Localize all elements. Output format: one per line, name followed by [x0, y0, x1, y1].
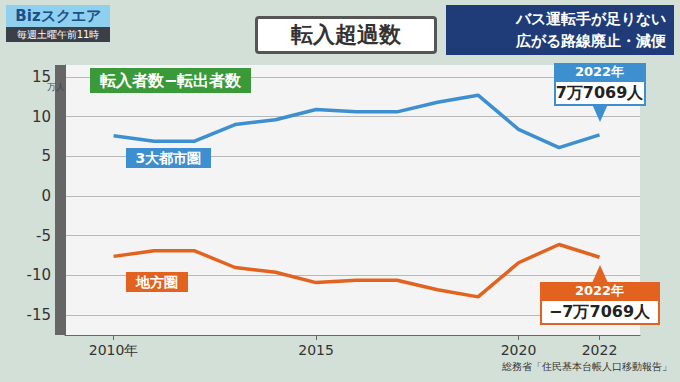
html-text:7万7069人: 7万7069人 [555, 82, 644, 102]
html-text:転入者数−転出者数: 転入者数−転出者数 [100, 71, 242, 90]
html-text:毎週土曜午前11時: 毎週土曜午前11時 [16, 29, 100, 40]
html-text:総務省「住民基本台帳人口移動報告」: 総務省「住民基本台帳人口移動報告」 [502, 361, 672, 372]
html-text:万人: 万人 [47, 82, 65, 92]
svg-text:-10: -10 [27, 266, 52, 284]
html-text:地方圏: 地方圏 [135, 274, 178, 291]
html-text:2022年: 2022年 [574, 63, 625, 79]
html-text:−7万7069人: −7万7069人 [549, 302, 650, 322]
svg-text:2010年: 2010年 [89, 342, 139, 358]
svg-text:2015: 2015 [298, 342, 334, 358]
svg-text:-15: -15 [27, 306, 52, 324]
html-text:Bizスクエア: Bizスクエア [15, 7, 101, 25]
svg-text:0: 0 [41, 187, 51, 205]
html-text:転入超過数: 転入超過数 [291, 22, 401, 47]
html-text:2022年: 2022年 [574, 283, 625, 299]
svg-text:10: 10 [32, 108, 51, 126]
html-text:広がる路線廃止・減便: 広がる路線廃止・減便 [516, 32, 666, 50]
svg-text:2020: 2020 [501, 342, 537, 358]
html-text:バス運転手が足りない: バス運転手が足りない [516, 10, 666, 28]
svg-text:-5: -5 [36, 227, 51, 245]
svg-text:15: 15 [31, 67, 51, 86]
svg-text:2022: 2022 [582, 342, 618, 358]
svg-text:5: 5 [41, 147, 51, 165]
html-text:3大都市圏: 3大都市圏 [135, 149, 202, 166]
